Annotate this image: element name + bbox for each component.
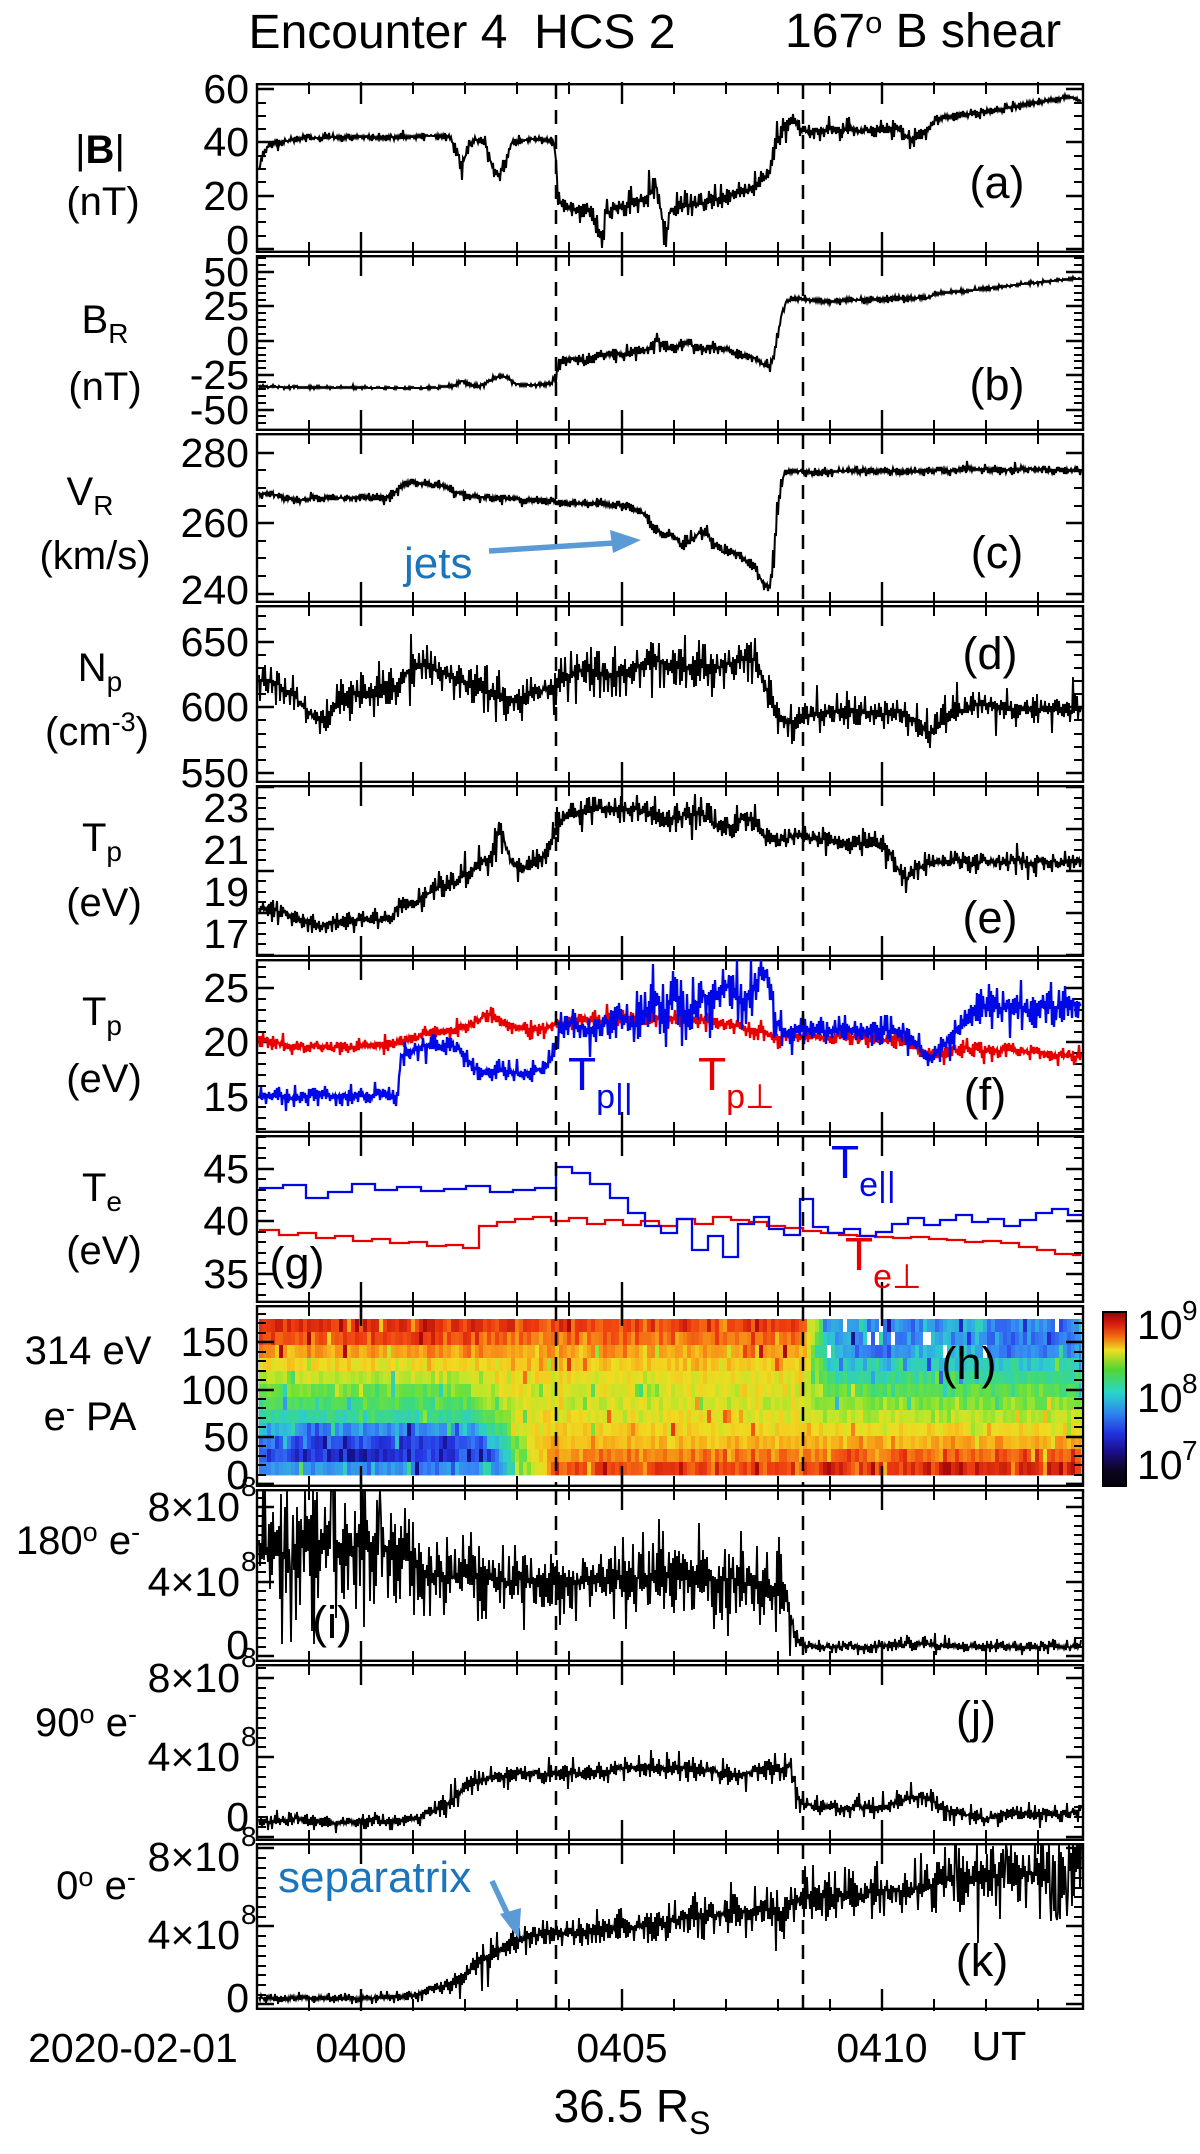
svg-text:(km/s): (km/s) bbox=[39, 534, 150, 578]
svg-text:(a): (a) bbox=[970, 157, 1025, 208]
svg-text:(eV): (eV) bbox=[66, 1057, 142, 1101]
svg-text:(f): (f) bbox=[964, 1069, 1006, 1120]
svg-text:150: 150 bbox=[181, 1319, 249, 1365]
svg-text:|B|: |B| bbox=[75, 128, 125, 172]
svg-text:(i): (i) bbox=[312, 1597, 352, 1648]
svg-text:0400: 0400 bbox=[315, 2025, 406, 2071]
svg-text:260: 260 bbox=[181, 500, 249, 546]
svg-text:17: 17 bbox=[203, 911, 249, 957]
svg-text:550: 550 bbox=[181, 750, 249, 796]
svg-text:180o e-: 180o e- bbox=[16, 1517, 140, 1563]
svg-text:20: 20 bbox=[203, 173, 249, 219]
svg-text:(h): (h) bbox=[942, 1338, 997, 1389]
svg-text:(k): (k) bbox=[956, 1935, 1008, 1986]
svg-text:8: 8 bbox=[241, 1471, 257, 1502]
svg-text:7: 7 bbox=[1182, 1435, 1198, 1466]
svg-text:-25: -25 bbox=[190, 352, 249, 398]
svg-text:4×10: 4×10 bbox=[148, 1912, 240, 1958]
svg-text:60: 60 bbox=[203, 66, 249, 112]
svg-text:Encounter 4 HCS 2: Encounter 4 HCS 2 bbox=[249, 6, 676, 59]
svg-text:4×10: 4×10 bbox=[148, 1734, 240, 1780]
svg-text:15: 15 bbox=[203, 1074, 249, 1120]
svg-text:240: 240 bbox=[181, 567, 249, 613]
svg-text:40: 40 bbox=[203, 1198, 249, 1244]
svg-text:25: 25 bbox=[203, 283, 249, 329]
svg-text:36.5 RS: 36.5 RS bbox=[554, 2080, 711, 2141]
svg-text:167o B shear: 167o B shear bbox=[785, 5, 1061, 58]
svg-text:8: 8 bbox=[241, 1721, 257, 1752]
svg-text:600: 600 bbox=[181, 684, 249, 730]
svg-text:0: 0 bbox=[226, 318, 249, 364]
svg-text:40: 40 bbox=[203, 119, 249, 165]
svg-text:0: 0 bbox=[226, 1794, 249, 1840]
svg-text:8×10: 8×10 bbox=[148, 1655, 240, 1701]
svg-text:0405: 0405 bbox=[576, 2025, 667, 2071]
svg-text:0: 0 bbox=[226, 217, 249, 263]
svg-text:jets: jets bbox=[402, 539, 472, 588]
svg-text:9: 9 bbox=[1182, 1295, 1198, 1326]
svg-text:650: 650 bbox=[181, 619, 249, 665]
svg-text:8: 8 bbox=[241, 1546, 257, 1577]
svg-text:21: 21 bbox=[203, 827, 249, 873]
svg-text:35: 35 bbox=[203, 1251, 249, 1297]
svg-text:UT: UT bbox=[972, 2023, 1027, 2069]
svg-text:8×10: 8×10 bbox=[148, 1834, 240, 1880]
svg-text:8: 8 bbox=[241, 1642, 257, 1673]
svg-text:20: 20 bbox=[203, 1019, 249, 1065]
svg-text:(nT): (nT) bbox=[66, 180, 139, 224]
svg-text:280: 280 bbox=[181, 430, 249, 476]
svg-text:50: 50 bbox=[203, 249, 249, 295]
svg-text:(e): (e) bbox=[963, 892, 1018, 943]
svg-text:(j): (j) bbox=[956, 1692, 996, 1743]
svg-text:0: 0 bbox=[226, 1975, 249, 2021]
svg-text:e- PA: e- PA bbox=[44, 1393, 137, 1439]
svg-text:8: 8 bbox=[241, 1821, 257, 1852]
svg-text:0410: 0410 bbox=[836, 2025, 927, 2071]
svg-text:0o e-: 0o e- bbox=[56, 1862, 136, 1908]
svg-text:314 eV: 314 eV bbox=[25, 1329, 152, 1373]
svg-text:4×10: 4×10 bbox=[148, 1559, 240, 1605]
svg-text:100: 100 bbox=[181, 1367, 249, 1413]
svg-text:25: 25 bbox=[203, 965, 249, 1011]
svg-text:(c): (c) bbox=[971, 527, 1023, 578]
svg-text:8: 8 bbox=[241, 1899, 257, 1930]
svg-text:0: 0 bbox=[226, 1622, 249, 1668]
svg-text:8×10: 8×10 bbox=[148, 1484, 240, 1530]
svg-text:(nT): (nT) bbox=[68, 365, 141, 409]
svg-text:(g): (g) bbox=[270, 1238, 325, 1289]
svg-text:(eV): (eV) bbox=[66, 1229, 142, 1273]
svg-text:10: 10 bbox=[1137, 1375, 1183, 1421]
svg-text:-50: -50 bbox=[190, 387, 249, 433]
svg-text:0: 0 bbox=[226, 1452, 249, 1498]
svg-text:23: 23 bbox=[203, 785, 249, 831]
svg-text:10: 10 bbox=[1137, 1442, 1183, 1488]
svg-text:2020-02-01: 2020-02-01 bbox=[28, 2025, 238, 2071]
svg-text:separatrix: separatrix bbox=[278, 1853, 471, 1902]
svg-text:45: 45 bbox=[203, 1146, 249, 1192]
svg-text:50: 50 bbox=[203, 1414, 249, 1460]
svg-text:8: 8 bbox=[1182, 1368, 1198, 1399]
svg-text:(d): (d) bbox=[963, 628, 1018, 679]
svg-text:19: 19 bbox=[203, 869, 249, 915]
svg-text:10: 10 bbox=[1137, 1302, 1183, 1348]
svg-text:(b): (b) bbox=[970, 359, 1025, 410]
svg-text:(eV): (eV) bbox=[66, 881, 142, 925]
